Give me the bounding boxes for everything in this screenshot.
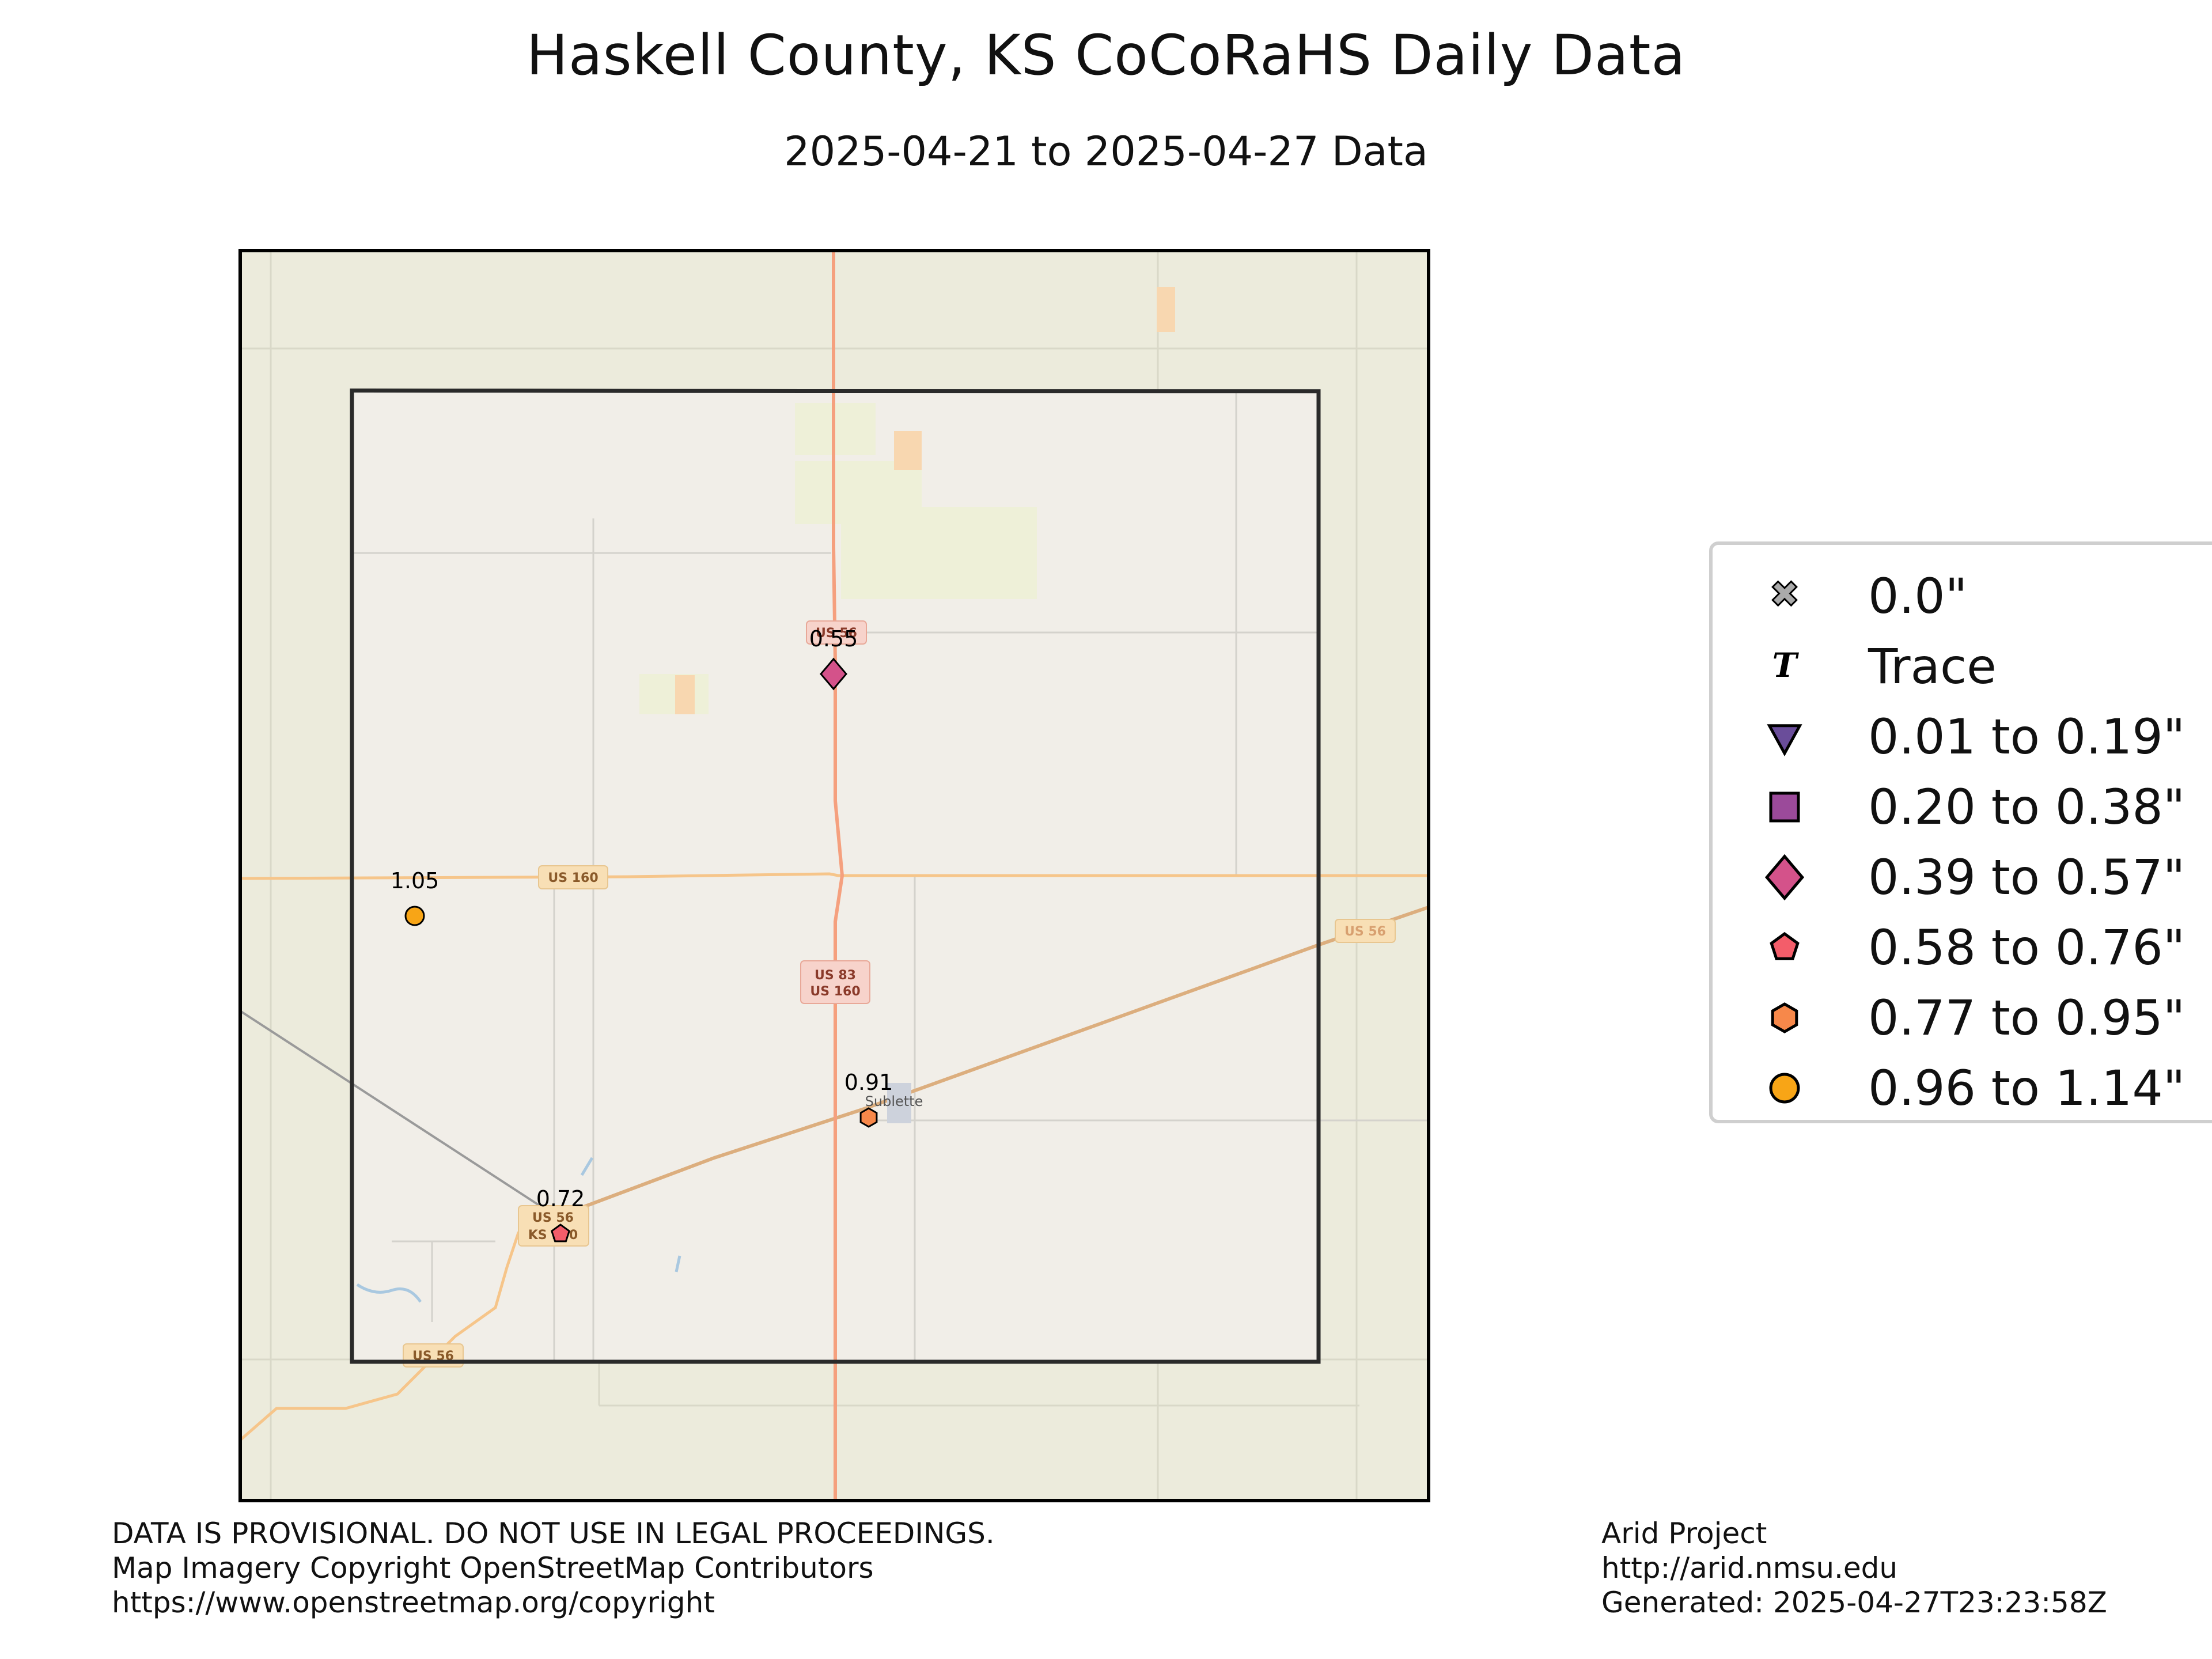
- footer-disclaimer: DATA IS PROVISIONAL. DO NOT USE IN LEGAL…: [112, 1517, 995, 1550]
- svg-text:US 56: US 56: [816, 626, 857, 641]
- legend-item: ✖ 0.0": [1713, 561, 2212, 631]
- station-value-label: 0.91: [844, 1070, 893, 1095]
- legend-marker: [1771, 1002, 1798, 1033]
- station-marker: [820, 657, 847, 691]
- legend-x-icon: ✖: [1747, 561, 1822, 631]
- stations-layer: 0.55 1.05 0.91 0.72: [391, 626, 893, 1243]
- legend-T-icon: T: [1747, 631, 1822, 702]
- legend-marker: ✖: [1770, 573, 1800, 615]
- footer-generated: Generated: 2025-04-27T23:23:58Z: [1601, 1586, 2107, 1619]
- legend-item: 0.77 to 0.95": [1713, 983, 2212, 1053]
- urban-patches: [639, 403, 1037, 714]
- legend-square-icon: [1747, 772, 1822, 842]
- footer-copyright: Map Imagery Copyright OpenStreetMap Cont…: [112, 1551, 874, 1585]
- legend-label: 0.58 to 0.76": [1868, 919, 2186, 976]
- station-marker: [551, 1224, 570, 1243]
- legend-diamond-icon: [1747, 842, 1822, 912]
- legend-hexagon-icon: [1747, 983, 1822, 1053]
- railroad: [240, 1010, 543, 1208]
- legend-label: Trace: [1868, 638, 1997, 695]
- station-st-1[interactable]: 0.55: [809, 626, 858, 691]
- legend-label: 0.96 to 1.14": [1868, 1060, 2186, 1116]
- legend-label: 0.20 to 0.38": [1868, 779, 2186, 835]
- svg-text:US 56: US 56: [1344, 925, 1386, 939]
- station-st-2[interactable]: 1.05: [391, 868, 440, 926]
- creek: [356, 1157, 681, 1303]
- station-st-4[interactable]: 0.72: [536, 1186, 585, 1243]
- station-marker: [404, 906, 425, 926]
- legend-item: 0.01 to 0.19": [1713, 702, 2212, 772]
- footer-project-url: http://arid.nmsu.edu: [1601, 1551, 1898, 1585]
- legend-item: 0.39 to 0.57": [1713, 842, 2212, 912]
- station-value-label: 0.55: [809, 626, 858, 652]
- legend-label: 0.77 to 0.95": [1868, 990, 2186, 1046]
- legend-label: 0.39 to 0.57": [1868, 849, 2186, 906]
- legend-pentagon-icon: [1747, 912, 1822, 983]
- svg-text:US 160: US 160: [548, 871, 598, 885]
- legend-item: 0.96 to 1.14": [1713, 1053, 2212, 1123]
- place-label-sublette: Sublette: [865, 1093, 923, 1109]
- legend-triangle-down-icon: [1747, 702, 1822, 772]
- station-value-label: 0.72: [536, 1186, 585, 1211]
- legend-marker: [1767, 724, 1802, 756]
- shield-us160-west: US 160: [538, 865, 608, 889]
- legend-marker: [1769, 1073, 1800, 1104]
- chart-subtitle: 2025-04-21 to 2025-04-27 Data: [784, 128, 1428, 175]
- legend-item: T Trace: [1713, 631, 2212, 702]
- svg-text:US 160: US 160: [810, 984, 860, 999]
- footer-right: Arid Project http://arid.nmsu.edu Genera…: [1601, 1516, 2107, 1620]
- legend-item: 0.58 to 0.76": [1713, 912, 2212, 983]
- svg-text:US 56: US 56: [532, 1211, 574, 1225]
- map-frame: [238, 249, 1430, 1502]
- legend-marker: [1770, 931, 1800, 960]
- road-us160: [240, 872, 1429, 880]
- legend-circle-icon: [1747, 1053, 1822, 1123]
- legend-marker: [1764, 854, 1805, 901]
- legend-marker: [1769, 791, 1800, 823]
- sublette-town-block: [887, 1083, 911, 1123]
- station-value-label: 1.05: [391, 868, 440, 893]
- legend-label: 0.01 to 0.19": [1868, 709, 2186, 765]
- road-us83: [832, 251, 844, 1501]
- footer-copyright-url: https://www.openstreetmap.org/copyright: [112, 1586, 715, 1619]
- legend-label: 0.0": [1868, 568, 1968, 624]
- footer-project: Arid Project: [1601, 1517, 1767, 1550]
- shield-us56-east: US 56: [1335, 919, 1396, 943]
- county-boundary: [350, 388, 1321, 1364]
- shield-us83-north: US 56: [806, 620, 867, 645]
- legend-box: ✖ 0.0" T Trace 0.01 to 0.19" 0.20 to 0.38" 0.3…: [1709, 541, 2212, 1123]
- legend-item: 0.20 to 0.38": [1713, 772, 2212, 842]
- svg-text:US 83: US 83: [815, 968, 856, 983]
- chart-title: Haskell County, KS CoCoRaHS Daily Data: [526, 23, 1686, 88]
- legend-marker: T: [1772, 646, 1800, 685]
- county-grid-roads: [352, 391, 1429, 1362]
- orange-field-a: [894, 431, 922, 470]
- orange-field-b: [675, 675, 695, 714]
- station-marker: [859, 1107, 878, 1128]
- orange-field-north: [1157, 287, 1175, 332]
- station-st-3[interactable]: 0.91: [844, 1070, 893, 1128]
- footer-left: DATA IS PROVISIONAL. DO NOT USE IN LEGAL…: [112, 1516, 995, 1620]
- road-ks190: [240, 1217, 554, 1441]
